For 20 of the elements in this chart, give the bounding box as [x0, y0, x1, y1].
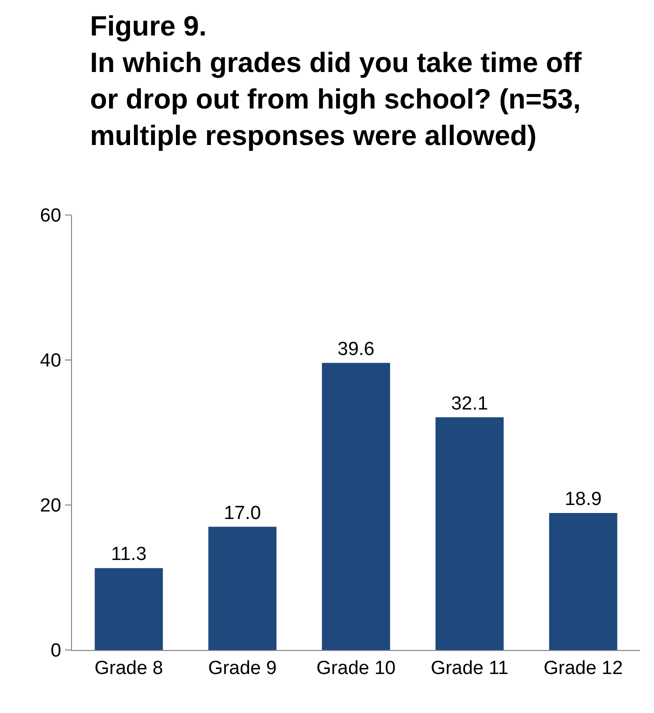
data-label: 11.3: [111, 544, 147, 566]
data-label: 18.9: [564, 488, 602, 510]
bar: [322, 362, 390, 650]
data-label: 39.6: [338, 338, 374, 360]
bar: [208, 526, 276, 650]
y-tick-label: 40: [40, 350, 62, 372]
bar: [549, 512, 618, 650]
bar: [94, 568, 163, 650]
x-tick-label: Grade 10: [316, 658, 396, 679]
y-tick-label: 60: [40, 206, 62, 227]
data-label: 17.0: [224, 502, 261, 524]
y-tick-label: 0: [50, 640, 62, 662]
y-tick-label: 20: [40, 496, 62, 517]
x-tick-label: Grade 9: [208, 658, 277, 679]
x-tick-label: Grade 12: [544, 658, 623, 679]
chart-title: Figure 9. In which grades did you take time off or drop out from high school? (n=53, multiple responses were allowed): [90, 10, 582, 151]
bar: [436, 417, 504, 650]
x-tick-label: Grade 11: [430, 658, 509, 679]
x-tick-label: Grade 8: [94, 658, 164, 679]
data-label: 32.1: [451, 393, 488, 414]
